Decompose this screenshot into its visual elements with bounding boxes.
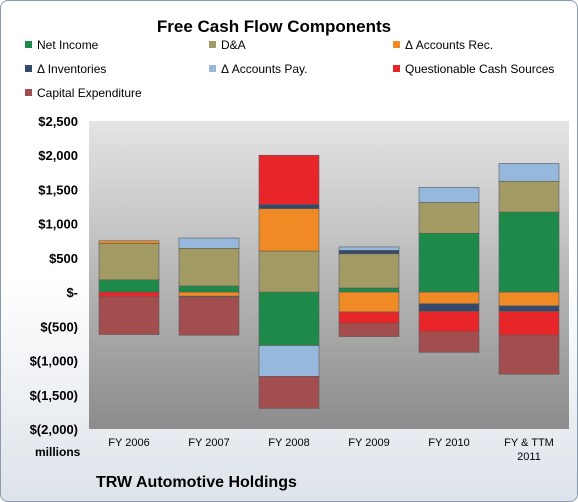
bar-segment	[498, 291, 560, 307]
bar-segment	[258, 204, 320, 209]
x-tick-line: FY & TTM	[504, 437, 554, 449]
legend-swatch	[25, 89, 32, 96]
bar-segment	[258, 375, 320, 409]
y-tick-label: $2,500	[38, 114, 78, 129]
bar-segment	[258, 345, 320, 377]
bar-segment	[258, 208, 320, 252]
bar-segment	[98, 243, 160, 281]
unit-label: millions	[35, 445, 81, 459]
x-tick-label: FY 2006	[108, 437, 149, 449]
bar-segment	[338, 323, 400, 337]
x-tick-line: 2011	[517, 451, 541, 463]
legend-swatch	[209, 41, 216, 48]
chart-title: Free Cash Flow Components	[157, 17, 391, 36]
bar-segment	[498, 310, 560, 336]
bar-segment	[338, 250, 400, 255]
bar-segment	[338, 291, 400, 313]
legend-label: Δ Inventories	[37, 62, 106, 76]
legend-label: Net Income	[37, 38, 99, 52]
x-tick-label: FY 2007	[188, 437, 229, 449]
legend-swatch	[209, 65, 216, 72]
bar-segment	[338, 287, 400, 293]
y-axis: $2,500 $2,000 $1,500 $1,000 $500 $- $(500) $(1,…	[30, 114, 78, 437]
bar-segment	[178, 291, 240, 297]
y-tick-label: $(2,000)	[30, 422, 78, 437]
bar-segment	[338, 253, 400, 289]
bar-segment	[418, 303, 480, 312]
bar-segment	[98, 296, 160, 335]
y-tick-label: $(500)	[40, 319, 78, 334]
bar-segment	[178, 285, 240, 293]
x-tick-label: FY & TTM 2011	[504, 437, 554, 463]
bar-segment	[338, 311, 400, 324]
plot-area	[89, 121, 569, 429]
legend: Net Income D&A Δ Accounts Rec. Δ Inventorie…	[25, 38, 554, 100]
y-tick-label: $500	[49, 251, 78, 266]
bars	[98, 154, 560, 409]
bar-segment	[178, 237, 240, 249]
bar-segment	[258, 250, 320, 293]
y-tick-label: $1,500	[38, 182, 78, 197]
x-tick-label: FY 2009	[348, 437, 389, 449]
bar-segment	[418, 331, 480, 353]
x-axis: FY 2006 FY 2007 FY 2008 FY 2009 FY 2010 FY & …	[108, 437, 554, 463]
legend-label: Δ Accounts Rec.	[405, 38, 493, 52]
x-tick-label: FY 2008	[268, 437, 309, 449]
bar-segment	[418, 291, 480, 305]
bar-segment	[418, 202, 480, 234]
bar-segment	[418, 310, 480, 333]
legend-swatch	[25, 41, 32, 48]
legend-swatch	[25, 65, 32, 72]
bar-segment	[98, 240, 160, 244]
y-tick-label: $2,000	[38, 148, 78, 163]
x-tick-label: FY 2010	[428, 437, 469, 449]
y-tick-label: $-	[66, 285, 78, 300]
bar-segment	[498, 163, 560, 182]
legend-label: Δ Accounts Pay.	[221, 62, 308, 76]
bar-segment	[418, 232, 480, 293]
bar-segment	[498, 180, 560, 213]
legend-swatch	[393, 65, 400, 72]
legend-swatch	[393, 41, 400, 48]
bar-segment	[258, 291, 320, 346]
y-tick-label: $(1,000)	[30, 354, 78, 369]
bar-segment	[178, 248, 240, 287]
y-tick-label: $1,000	[38, 217, 78, 232]
bar-segment	[498, 334, 560, 375]
bar-segment	[178, 296, 240, 336]
bar-segment	[498, 305, 560, 312]
legend-label: D&A	[221, 38, 246, 52]
legend-label: Questionable Cash Sources	[405, 62, 554, 76]
legend-label: Capital Expenditure	[37, 86, 142, 100]
bar-segment	[98, 291, 160, 298]
bar-segment	[498, 211, 560, 293]
chart-caption: TRW Automotive Holdings	[96, 474, 297, 491]
bar-segment	[98, 279, 160, 293]
bar-segment	[338, 246, 400, 251]
bar-segment	[418, 187, 480, 203]
y-tick-label: $(1,500)	[30, 388, 78, 403]
bar-segment	[258, 154, 320, 205]
